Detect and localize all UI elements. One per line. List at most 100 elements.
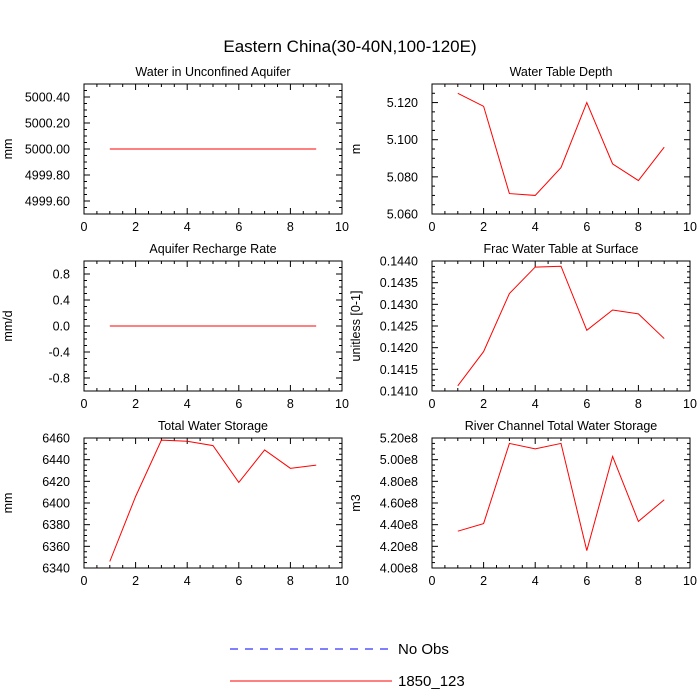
x-tick-label: 8 (635, 220, 642, 234)
plot-frame (431, 437, 691, 569)
x-tick-label: 4 (184, 397, 191, 411)
panel-3: Aquifer Recharge Rate mm/d 0 2 4 6 8 10 -0.8 -0.4… (1, 242, 349, 411)
y-tick-label: -0.8 (48, 372, 70, 386)
y-tick-label: 0.8 (53, 268, 70, 282)
y-tick-label: 0.4 (53, 294, 70, 308)
panel-1: Water in Unconfined Aquifer mm 0 2 4 6 8 10 4999… (1, 65, 349, 234)
panel-title: Total Water Storage (158, 419, 268, 433)
y-tick-label: 5.00e8 (380, 453, 418, 467)
series-line-1850-123 (457, 92, 665, 196)
x-tick-label: 10 (683, 220, 697, 234)
x-tick-label: 8 (287, 220, 294, 234)
y-tick-label: 5000.40 (25, 91, 70, 105)
series-line-1850-123 (109, 439, 317, 562)
y-tick-label: 0.0 (53, 320, 70, 334)
x-tick-label: 8 (287, 397, 294, 411)
x-tick-label: 0 (429, 574, 436, 588)
panel-title: Water Table Depth (510, 65, 613, 79)
x-tick-label: 4 (532, 397, 539, 411)
y-tick-label: 0.1410 (380, 385, 418, 399)
y-tick-label: 4.20e8 (380, 540, 418, 554)
y-axis-label: unitless [0-1] (349, 291, 363, 362)
x-tick-label: 8 (635, 574, 642, 588)
y-tick-label: 5.120 (387, 96, 418, 110)
x-tick-label: 8 (287, 574, 294, 588)
x-tick-label: 10 (335, 397, 349, 411)
y-tick-label: 6360 (42, 540, 70, 554)
y-tick-label: 6460 (42, 432, 70, 446)
y-axis-label: mm (1, 493, 15, 514)
x-tick-label: 4 (532, 220, 539, 234)
y-tick-label: 6420 (42, 475, 70, 489)
x-tick-label: 4 (184, 220, 191, 234)
y-tick-label: 0.1440 (380, 255, 418, 269)
y-tick-label: 6440 (42, 453, 70, 467)
panel-title: Water in Unconfined Aquifer (135, 65, 290, 79)
y-tick-label: 4.00e8 (380, 562, 418, 576)
x-tick-label: 6 (583, 574, 590, 588)
panels: Water in Unconfined Aquifer mm 0 2 4 6 8 10 4999… (1, 65, 697, 588)
x-tick-label: 0 (81, 574, 88, 588)
y-tick-label: 0.1415 (380, 363, 418, 377)
panel-5: Total Water Storage mm 0 2 4 6 8 10 6340 6360 6380… (1, 419, 349, 588)
y-tick-label: 0.1425 (380, 320, 418, 334)
x-tick-label: 10 (335, 220, 349, 234)
y-tick-label: 5.100 (387, 133, 418, 147)
panel-title: Frac Water Table at Surface (484, 242, 639, 256)
y-tick-label: 0.1420 (380, 341, 418, 355)
y-axis-label: mm/d (1, 310, 15, 341)
y-tick-label: 0.1435 (380, 276, 418, 290)
series-line-1850-123 (457, 442, 665, 551)
y-tick-label: 4999.60 (25, 195, 70, 209)
plot-frame (431, 83, 691, 215)
plot-frame (83, 437, 343, 569)
x-tick-label: 6 (235, 574, 242, 588)
y-tick-label: 5.080 (387, 170, 418, 184)
x-tick-label: 0 (81, 220, 88, 234)
x-tick-label: 0 (81, 397, 88, 411)
x-tick-label: 2 (132, 220, 139, 234)
x-tick-label: 6 (583, 397, 590, 411)
y-tick-label: 5000.00 (25, 143, 70, 157)
x-tick-label: 2 (480, 397, 487, 411)
x-tick-label: 6 (235, 397, 242, 411)
y-axis-label: m (349, 144, 363, 154)
x-tick-label: 6 (235, 220, 242, 234)
x-tick-label: 6 (583, 220, 590, 234)
legend-label-no-obs: No Obs (398, 641, 449, 658)
y-tick-label: 0.1430 (380, 298, 418, 312)
x-tick-label: 0 (429, 220, 436, 234)
panel-title: Aquifer Recharge Rate (149, 242, 276, 256)
panel-title: River Channel Total Water Storage (465, 419, 658, 433)
x-tick-label: 2 (480, 220, 487, 234)
y-tick-label: 4.80e8 (380, 475, 418, 489)
y-tick-label: -0.4 (48, 346, 70, 360)
x-tick-label: 2 (132, 397, 139, 411)
y-tick-label: 4.60e8 (380, 497, 418, 511)
panel-4: Frac Water Table at Surface unitless [0-1… (349, 242, 697, 411)
x-tick-label: 4 (532, 574, 539, 588)
panel-2: Water Table Depth m 0 2 4 6 8 10 5.060 5.080 5.100… (349, 65, 697, 234)
panel-6: River Channel Total Water Storage m3 0 2 4 6 8… (349, 419, 697, 588)
y-tick-label: 4.40e8 (380, 518, 418, 532)
y-axis-label: mm (1, 139, 15, 160)
y-tick-label: 6380 (42, 518, 70, 532)
y-tick-label: 5.20e8 (380, 432, 418, 446)
y-tick-label: 6340 (42, 562, 70, 576)
y-tick-label: 5.060 (387, 208, 418, 222)
legend: No Obs 1850_123 (230, 641, 465, 690)
x-tick-label: 4 (184, 574, 191, 588)
x-tick-label: 2 (480, 574, 487, 588)
series-line-1850-123 (457, 265, 665, 387)
y-tick-label: 6400 (42, 497, 70, 511)
x-tick-label: 8 (635, 397, 642, 411)
x-tick-label: 2 (132, 574, 139, 588)
legend-label-1850-123: 1850_123 (398, 673, 465, 690)
x-tick-label: 0 (429, 397, 436, 411)
x-tick-label: 10 (683, 397, 697, 411)
y-tick-label: 4999.80 (25, 169, 70, 183)
figure-title: Eastern China(30-40N,100-120E) (223, 37, 476, 56)
x-tick-label: 10 (683, 574, 697, 588)
y-axis-label: m3 (349, 494, 363, 511)
